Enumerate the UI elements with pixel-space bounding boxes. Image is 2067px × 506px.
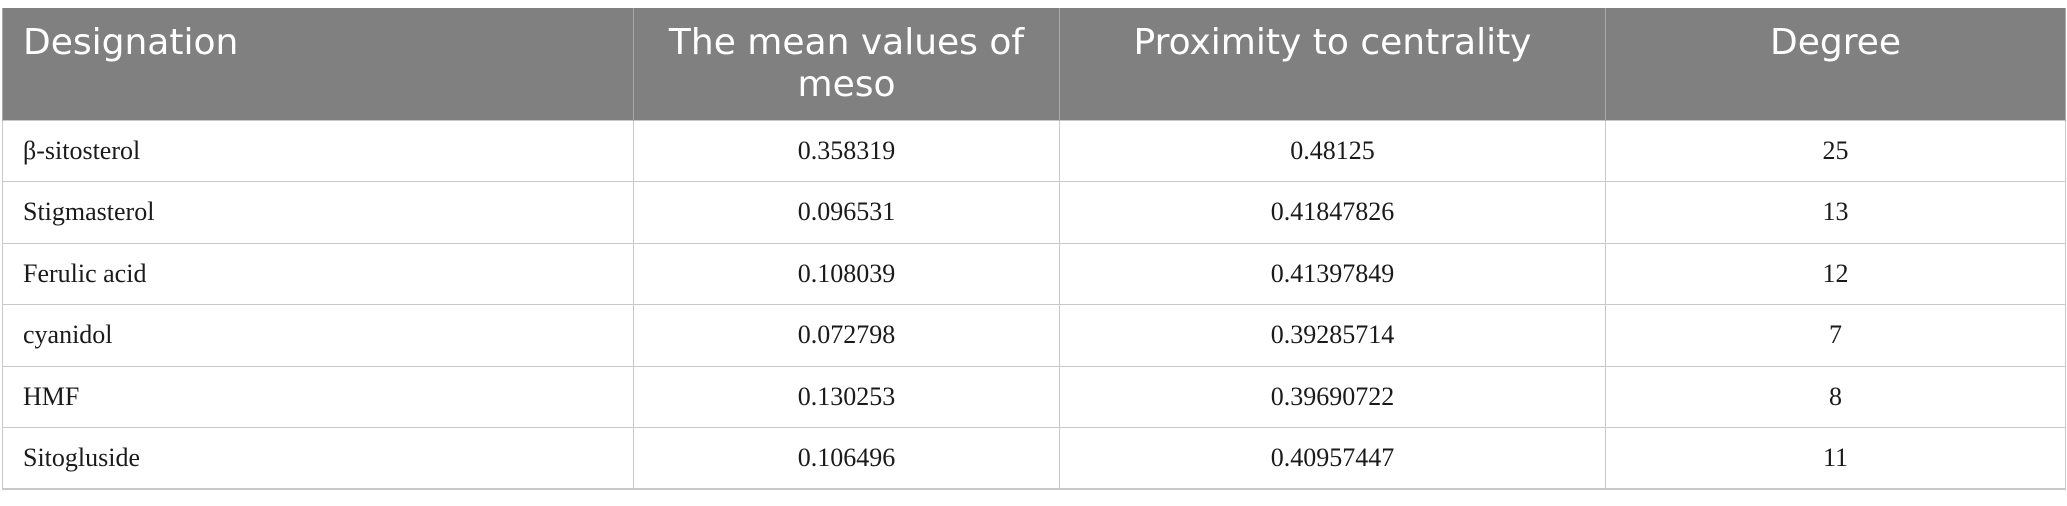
cell-mean-meso: 0.130253 [633, 365, 1060, 428]
cell-degree: 11 [1605, 427, 2066, 490]
header-designation: Designation [2, 8, 634, 120]
cell-mean-meso: 0.106496 [633, 427, 1060, 490]
header-degree: Degree [1605, 8, 2066, 120]
cell-designation: β-sitosterol [2, 119, 634, 182]
cell-proximity: 0.40957447 [1059, 427, 1606, 490]
cell-degree: 25 [1605, 119, 2066, 182]
cell-proximity: 0.48125 [1059, 119, 1606, 182]
cell-designation: Sitogluside [2, 427, 634, 490]
table-row: Sitogluside 0.106496 0.40957447 11 [2, 427, 2066, 490]
cell-designation: cyanidol [2, 304, 634, 367]
cell-proximity: 0.41847826 [1059, 181, 1606, 244]
header-mean-values-meso: The mean values of meso [633, 8, 1060, 120]
header-row: Designation The mean values of meso Prox… [2, 8, 2066, 120]
table-row: cyanidol 0.072798 0.39285714 7 [2, 304, 2066, 367]
cell-degree: 7 [1605, 304, 2066, 367]
cell-proximity: 0.41397849 [1059, 242, 1606, 305]
table-row: Ferulic acid 0.108039 0.41397849 12 [2, 242, 2066, 305]
table-row: Stigmasterol 0.096531 0.41847826 13 [2, 181, 2066, 244]
cell-mean-meso: 0.072798 [633, 304, 1060, 367]
table-body: β-sitosterol 0.358319 0.48125 25 Stigmas… [2, 119, 2066, 490]
cell-mean-meso: 0.358319 [633, 119, 1060, 182]
cell-designation: HMF [2, 365, 634, 428]
cell-designation: Ferulic acid [2, 242, 634, 305]
cell-degree: 12 [1605, 242, 2066, 305]
header-proximity-centrality: Proximity to centrality [1059, 8, 1606, 120]
table-row: β-sitosterol 0.358319 0.48125 25 [2, 119, 2066, 182]
cell-mean-meso: 0.108039 [633, 242, 1060, 305]
cell-mean-meso: 0.096531 [633, 181, 1060, 244]
cell-degree: 8 [1605, 365, 2066, 428]
table-header: Designation The mean values of meso Prox… [2, 8, 2066, 120]
data-table-container: Designation The mean values of meso Prox… [2, 8, 2066, 490]
cell-proximity: 0.39285714 [1059, 304, 1606, 367]
data-table: Designation The mean values of meso Prox… [2, 8, 2066, 490]
cell-designation: Stigmasterol [2, 181, 634, 244]
cell-degree: 13 [1605, 181, 2066, 244]
table-row: HMF 0.130253 0.39690722 8 [2, 365, 2066, 428]
cell-proximity: 0.39690722 [1059, 365, 1606, 428]
